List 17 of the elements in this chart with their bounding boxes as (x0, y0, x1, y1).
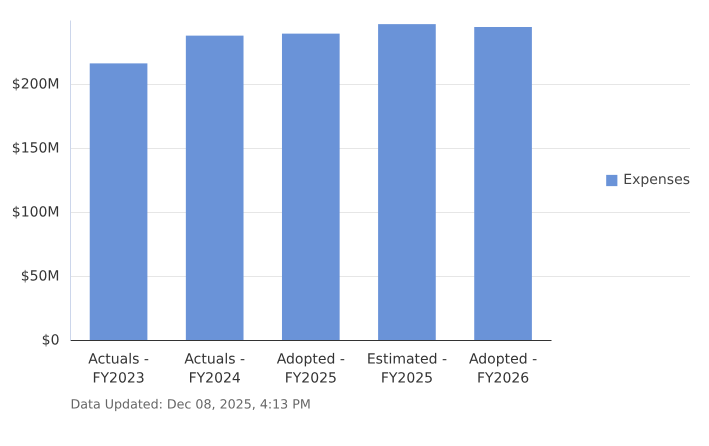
bar (186, 36, 244, 340)
x-tick-label: Estimated - FY2025 (366, 352, 448, 387)
y-tick-label: $100M (12, 204, 60, 220)
bar (282, 34, 340, 340)
x-tick-label: Adopted - FY2026 (468, 352, 538, 387)
x-tick-label: Actuals - FY2023 (88, 352, 149, 387)
x-tick-label: Adopted - FY2025 (276, 352, 345, 387)
legend-label: Expenses (623, 172, 690, 188)
y-tick-label: $0 (42, 332, 60, 348)
y-tick-label: $50M (20, 268, 60, 284)
text: Data Updated: Dec 08, 2025, 4:13 PM (70, 396, 311, 412)
bar (90, 63, 148, 340)
y-tick-label: $200M (12, 76, 60, 92)
bar (474, 27, 532, 340)
bar (378, 24, 436, 340)
x-tick-label: Actuals - FY2024 (184, 352, 246, 387)
y-tick-label: $150M (12, 140, 60, 156)
